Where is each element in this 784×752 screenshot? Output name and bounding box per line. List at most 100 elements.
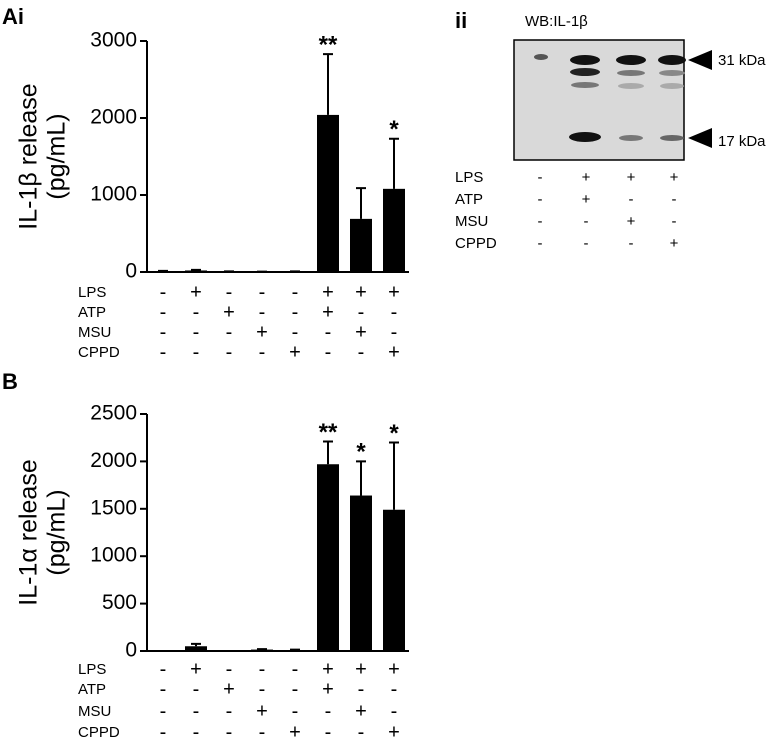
bar — [185, 270, 207, 272]
y-tick-label: 2000 — [90, 449, 137, 472]
significance-label: * — [389, 116, 399, 143]
condition-value: - — [193, 341, 200, 363]
significance-label: ** — [319, 31, 338, 58]
condition-value: - — [226, 281, 233, 303]
condition-value: + — [322, 281, 334, 303]
band — [659, 70, 685, 76]
bar — [317, 114, 339, 272]
condition-value: + — [256, 321, 268, 343]
condition-value: - — [160, 658, 167, 680]
band — [570, 55, 600, 65]
y-tick-label: 500 — [102, 591, 137, 614]
marker-label: 17 kDa — [718, 133, 766, 150]
condition-name: LPS — [455, 169, 483, 186]
condition-value: + — [322, 301, 334, 323]
y-tick-label: 2000 — [90, 106, 137, 129]
condition-name: LPS — [78, 284, 106, 301]
condition-value: - — [193, 678, 200, 700]
y-tick-label: 3000 — [90, 29, 137, 52]
condition-value: - — [292, 321, 299, 343]
blot-title: WB:IL-1β — [525, 13, 588, 30]
condition-value: - — [193, 301, 200, 323]
condition-value: - — [193, 321, 200, 343]
condition-value: - — [292, 658, 299, 680]
condition-value: - — [391, 678, 398, 700]
condition-value: - — [160, 721, 167, 743]
error-bar — [356, 460, 366, 496]
condition-value: - — [358, 678, 365, 700]
band — [619, 135, 643, 141]
y-axis-label: (pg/mL) — [43, 489, 71, 575]
condition-value: + — [355, 658, 367, 680]
condition-value: - — [259, 301, 266, 323]
condition-name: LPS — [78, 661, 106, 678]
condition-value: - — [629, 191, 634, 208]
condition-value: + — [582, 191, 591, 208]
condition-value: - — [584, 235, 589, 252]
error-bar — [191, 268, 201, 271]
y-tick-label: 0 — [125, 639, 137, 662]
condition-value: - — [160, 321, 167, 343]
bar — [185, 646, 207, 651]
band — [658, 55, 686, 65]
condition-name: CPPD — [455, 235, 497, 252]
condition-name: MSU — [455, 213, 488, 230]
error-bar — [323, 53, 333, 115]
condition-value: - — [226, 658, 233, 680]
y-tick-label: 1000 — [90, 183, 137, 206]
condition-value: - — [391, 700, 398, 722]
error-bar — [323, 440, 333, 465]
condition-value: - — [391, 321, 398, 343]
condition-value: - — [358, 341, 365, 363]
bar — [383, 188, 405, 272]
marker-label: 31 kDa — [718, 52, 766, 69]
condition-value: - — [259, 721, 266, 743]
bar — [350, 218, 372, 272]
condition-value: + — [223, 678, 235, 700]
condition-value: - — [226, 341, 233, 363]
significance-label: ** — [319, 419, 338, 446]
error-bar — [389, 137, 399, 189]
condition-value: - — [538, 213, 543, 230]
condition-name: MSU — [78, 703, 111, 720]
significance-label: * — [389, 420, 399, 447]
condition-value: - — [325, 721, 332, 743]
condition-name: CPPD — [78, 724, 120, 741]
significance-label: * — [356, 439, 366, 466]
condition-value: - — [160, 281, 167, 303]
condition-value: - — [584, 213, 589, 230]
condition-value: + — [388, 721, 400, 743]
bar — [251, 649, 273, 651]
condition-value: + — [190, 658, 202, 680]
condition-value: - — [292, 678, 299, 700]
band — [569, 132, 601, 142]
condition-value: - — [259, 658, 266, 680]
condition-value: - — [160, 700, 167, 722]
condition-value: - — [672, 213, 677, 230]
band — [660, 135, 684, 141]
y-tick-label: 2500 — [90, 402, 137, 425]
condition-value: - — [358, 301, 365, 323]
condition-value: - — [538, 235, 543, 252]
condition-value: - — [226, 721, 233, 743]
condition-value: - — [325, 321, 332, 343]
condition-value: - — [292, 301, 299, 323]
y-axis-label: IL-1α release — [15, 459, 43, 605]
condition-value: + — [670, 169, 679, 186]
condition-name: MSU — [78, 324, 111, 341]
condition-value: - — [259, 341, 266, 363]
condition-value: - — [160, 341, 167, 363]
condition-value: - — [358, 721, 365, 743]
condition-value: - — [193, 721, 200, 743]
panel-label: B — [2, 369, 18, 394]
condition-value: - — [259, 678, 266, 700]
condition-value: - — [391, 301, 398, 323]
condition-value: - — [226, 700, 233, 722]
band — [570, 68, 600, 76]
condition-value: - — [325, 341, 332, 363]
condition-value: + — [256, 700, 268, 722]
bar — [383, 509, 405, 651]
condition-value: - — [292, 281, 299, 303]
condition-name: ATP — [78, 304, 106, 321]
panel-label: ii — [455, 8, 467, 33]
